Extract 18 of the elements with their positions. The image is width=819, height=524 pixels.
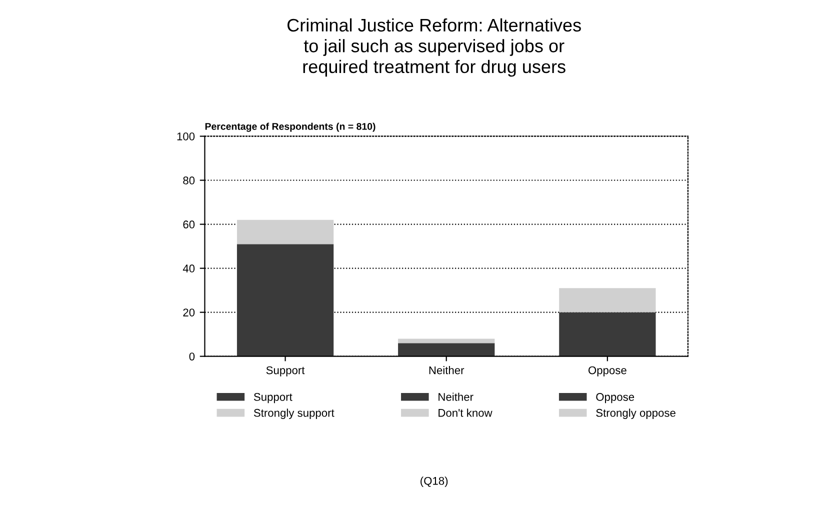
legend-label: Oppose — [596, 393, 634, 404]
text: (Q18) — [420, 476, 448, 487]
x-tick-label: Support — [266, 366, 305, 376]
legend-label: Support — [254, 393, 292, 404]
y-tick-label: 60 — [183, 220, 195, 228]
y-tick-label: 0 — [189, 352, 195, 360]
y-tick-label: 100 — [177, 132, 195, 140]
y-tick-label: 80 — [183, 176, 195, 184]
y-tick-label: 40 — [182, 264, 195, 272]
x-tick-label: Neither — [429, 366, 464, 374]
y-tick-label: 20 — [183, 308, 195, 316]
y-axis-title: Percentage of Respondents (n = 810) — [205, 122, 376, 132]
legend-label: Strongly support — [254, 408, 334, 419]
legend-label: Neither — [438, 392, 474, 401]
legend-label: Strongly oppose — [596, 408, 676, 419]
legend-label: Don't know — [438, 408, 492, 417]
x-tick-label: Oppose — [588, 366, 626, 376]
chart-title: Criminal Justice Reform: Alternatives to jail such as supervised jobs or required treatment for drug users — [287, 18, 581, 77]
